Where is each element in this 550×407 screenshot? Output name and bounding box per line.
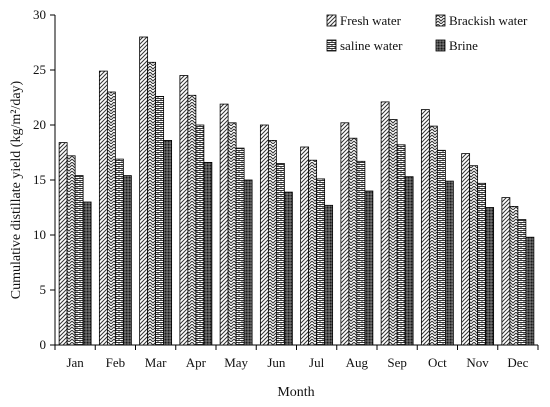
- x-tick-label: Jan: [66, 355, 84, 370]
- bar-brackish-water-may: [227, 122, 237, 346]
- x-axis-title: Month: [277, 385, 314, 400]
- bar-fresh-water-oct: [420, 109, 430, 346]
- x-ticks: Jan Feb Mar Apr May Jun Jul Aug Sep Oct Nov Dec: [54, 345, 539, 370]
- y-ticks: 0 5 10 15 20 25 30: [33, 7, 55, 352]
- bar-saline-water-aug: [356, 160, 366, 346]
- bar-fresh-water-sep: [380, 101, 390, 346]
- bar-saline-water-jun: [275, 163, 285, 346]
- legend-label: Brine: [449, 38, 478, 53]
- bar-brine-feb: [122, 175, 132, 346]
- bar-brackish-water-oct: [428, 125, 438, 346]
- bar-saline-water-oct: [436, 149, 446, 346]
- bar-saline-water-nov: [477, 182, 487, 346]
- legend-swatch: [435, 14, 446, 27]
- x-tick-label: Feb: [106, 355, 126, 370]
- bar-brackish-water-sep: [388, 119, 398, 346]
- legend-label: Brackish water: [449, 13, 528, 28]
- bar-brackish-water-dec: [509, 205, 519, 346]
- bar-saline-water-dec: [517, 219, 527, 346]
- x-tick-label: Apr: [186, 355, 207, 370]
- y-tick-label: 25: [33, 62, 46, 77]
- bar-fresh-water-nov: [461, 153, 471, 346]
- x-tick-label: Dec: [507, 355, 528, 370]
- bar-brackish-water-aug: [348, 137, 358, 346]
- bar-saline-water-mar: [155, 96, 165, 346]
- bar-fresh-water-jan: [58, 142, 68, 346]
- bar-fresh-water-feb: [98, 70, 108, 346]
- bar-saline-water-jan: [74, 175, 84, 346]
- bar-brackish-water-nov: [469, 165, 479, 346]
- y-tick-label: 5: [40, 282, 47, 297]
- bar-fresh-water-mar: [139, 36, 149, 346]
- x-tick-label: Mar: [145, 355, 167, 370]
- bar-saline-water-may: [235, 147, 245, 346]
- bar-saline-water-apr: [195, 124, 205, 346]
- legend-item-saline-water: saline water: [326, 38, 403, 53]
- y-tick-label: 15: [33, 172, 46, 187]
- bar-saline-water-feb: [114, 158, 124, 346]
- bar-brackish-water-jan: [66, 155, 76, 346]
- x-tick-label: Jun: [267, 355, 286, 370]
- x-tick-label: Nov: [466, 355, 489, 370]
- bar-brine-apr: [203, 161, 213, 346]
- x-tick-label: Sep: [387, 355, 407, 370]
- bar-brine-nov: [485, 207, 495, 346]
- bar-fresh-water-dec: [501, 197, 511, 346]
- y-tick-label: 10: [33, 227, 46, 242]
- bar-brackish-water-jul: [308, 159, 318, 346]
- bar-brine-aug: [364, 190, 374, 346]
- legend-item-fresh-water: Fresh water: [326, 13, 402, 28]
- legend-item-brine: Brine: [435, 38, 478, 53]
- x-tick-label: Oct: [428, 355, 447, 370]
- bar-brine-dec: [525, 236, 535, 346]
- bar-brackish-water-apr: [187, 94, 197, 346]
- y-tick-label: 20: [33, 117, 46, 132]
- bar-brine-oct: [444, 180, 454, 346]
- bar-brine-mar: [163, 139, 173, 346]
- bar-fresh-water-aug: [340, 122, 350, 346]
- legend-label: Fresh water: [340, 13, 402, 28]
- bars: [58, 36, 535, 346]
- bar-brine-jul: [324, 204, 334, 346]
- bar-brine-jan: [82, 201, 92, 346]
- x-tick-label: Jul: [309, 355, 325, 370]
- x-tick-label: Aug: [346, 355, 369, 370]
- legend-swatch: [326, 14, 337, 27]
- x-tick-label: May: [224, 355, 248, 370]
- bar-brackish-water-feb: [106, 91, 116, 346]
- legend-item-brackish-water: Brackish water: [435, 13, 528, 28]
- bar-brine-sep: [404, 176, 414, 346]
- bar-fresh-water-apr: [179, 75, 189, 346]
- bar-brackish-water-mar: [147, 61, 157, 346]
- bar-brine-may: [243, 179, 253, 346]
- y-tick-label: 30: [33, 7, 46, 22]
- bar-saline-water-jul: [316, 178, 326, 346]
- bar-brine-jun: [283, 191, 293, 346]
- legend-label: saline water: [340, 38, 403, 53]
- bar-brackish-water-jun: [267, 139, 277, 346]
- legend-swatch: [435, 39, 446, 52]
- bar-fresh-water-may: [219, 103, 229, 346]
- bar-saline-water-sep: [396, 144, 406, 346]
- bar-fresh-water-jun: [259, 124, 269, 346]
- legend: Fresh water Brackish water saline water Bri…: [326, 13, 528, 53]
- legend-swatch: [326, 39, 337, 52]
- y-tick-label: 0: [40, 337, 47, 352]
- bar-fresh-water-jul: [300, 146, 310, 346]
- y-axis-title: Cumulative distillate yield (kg/m²/day): [9, 80, 24, 299]
